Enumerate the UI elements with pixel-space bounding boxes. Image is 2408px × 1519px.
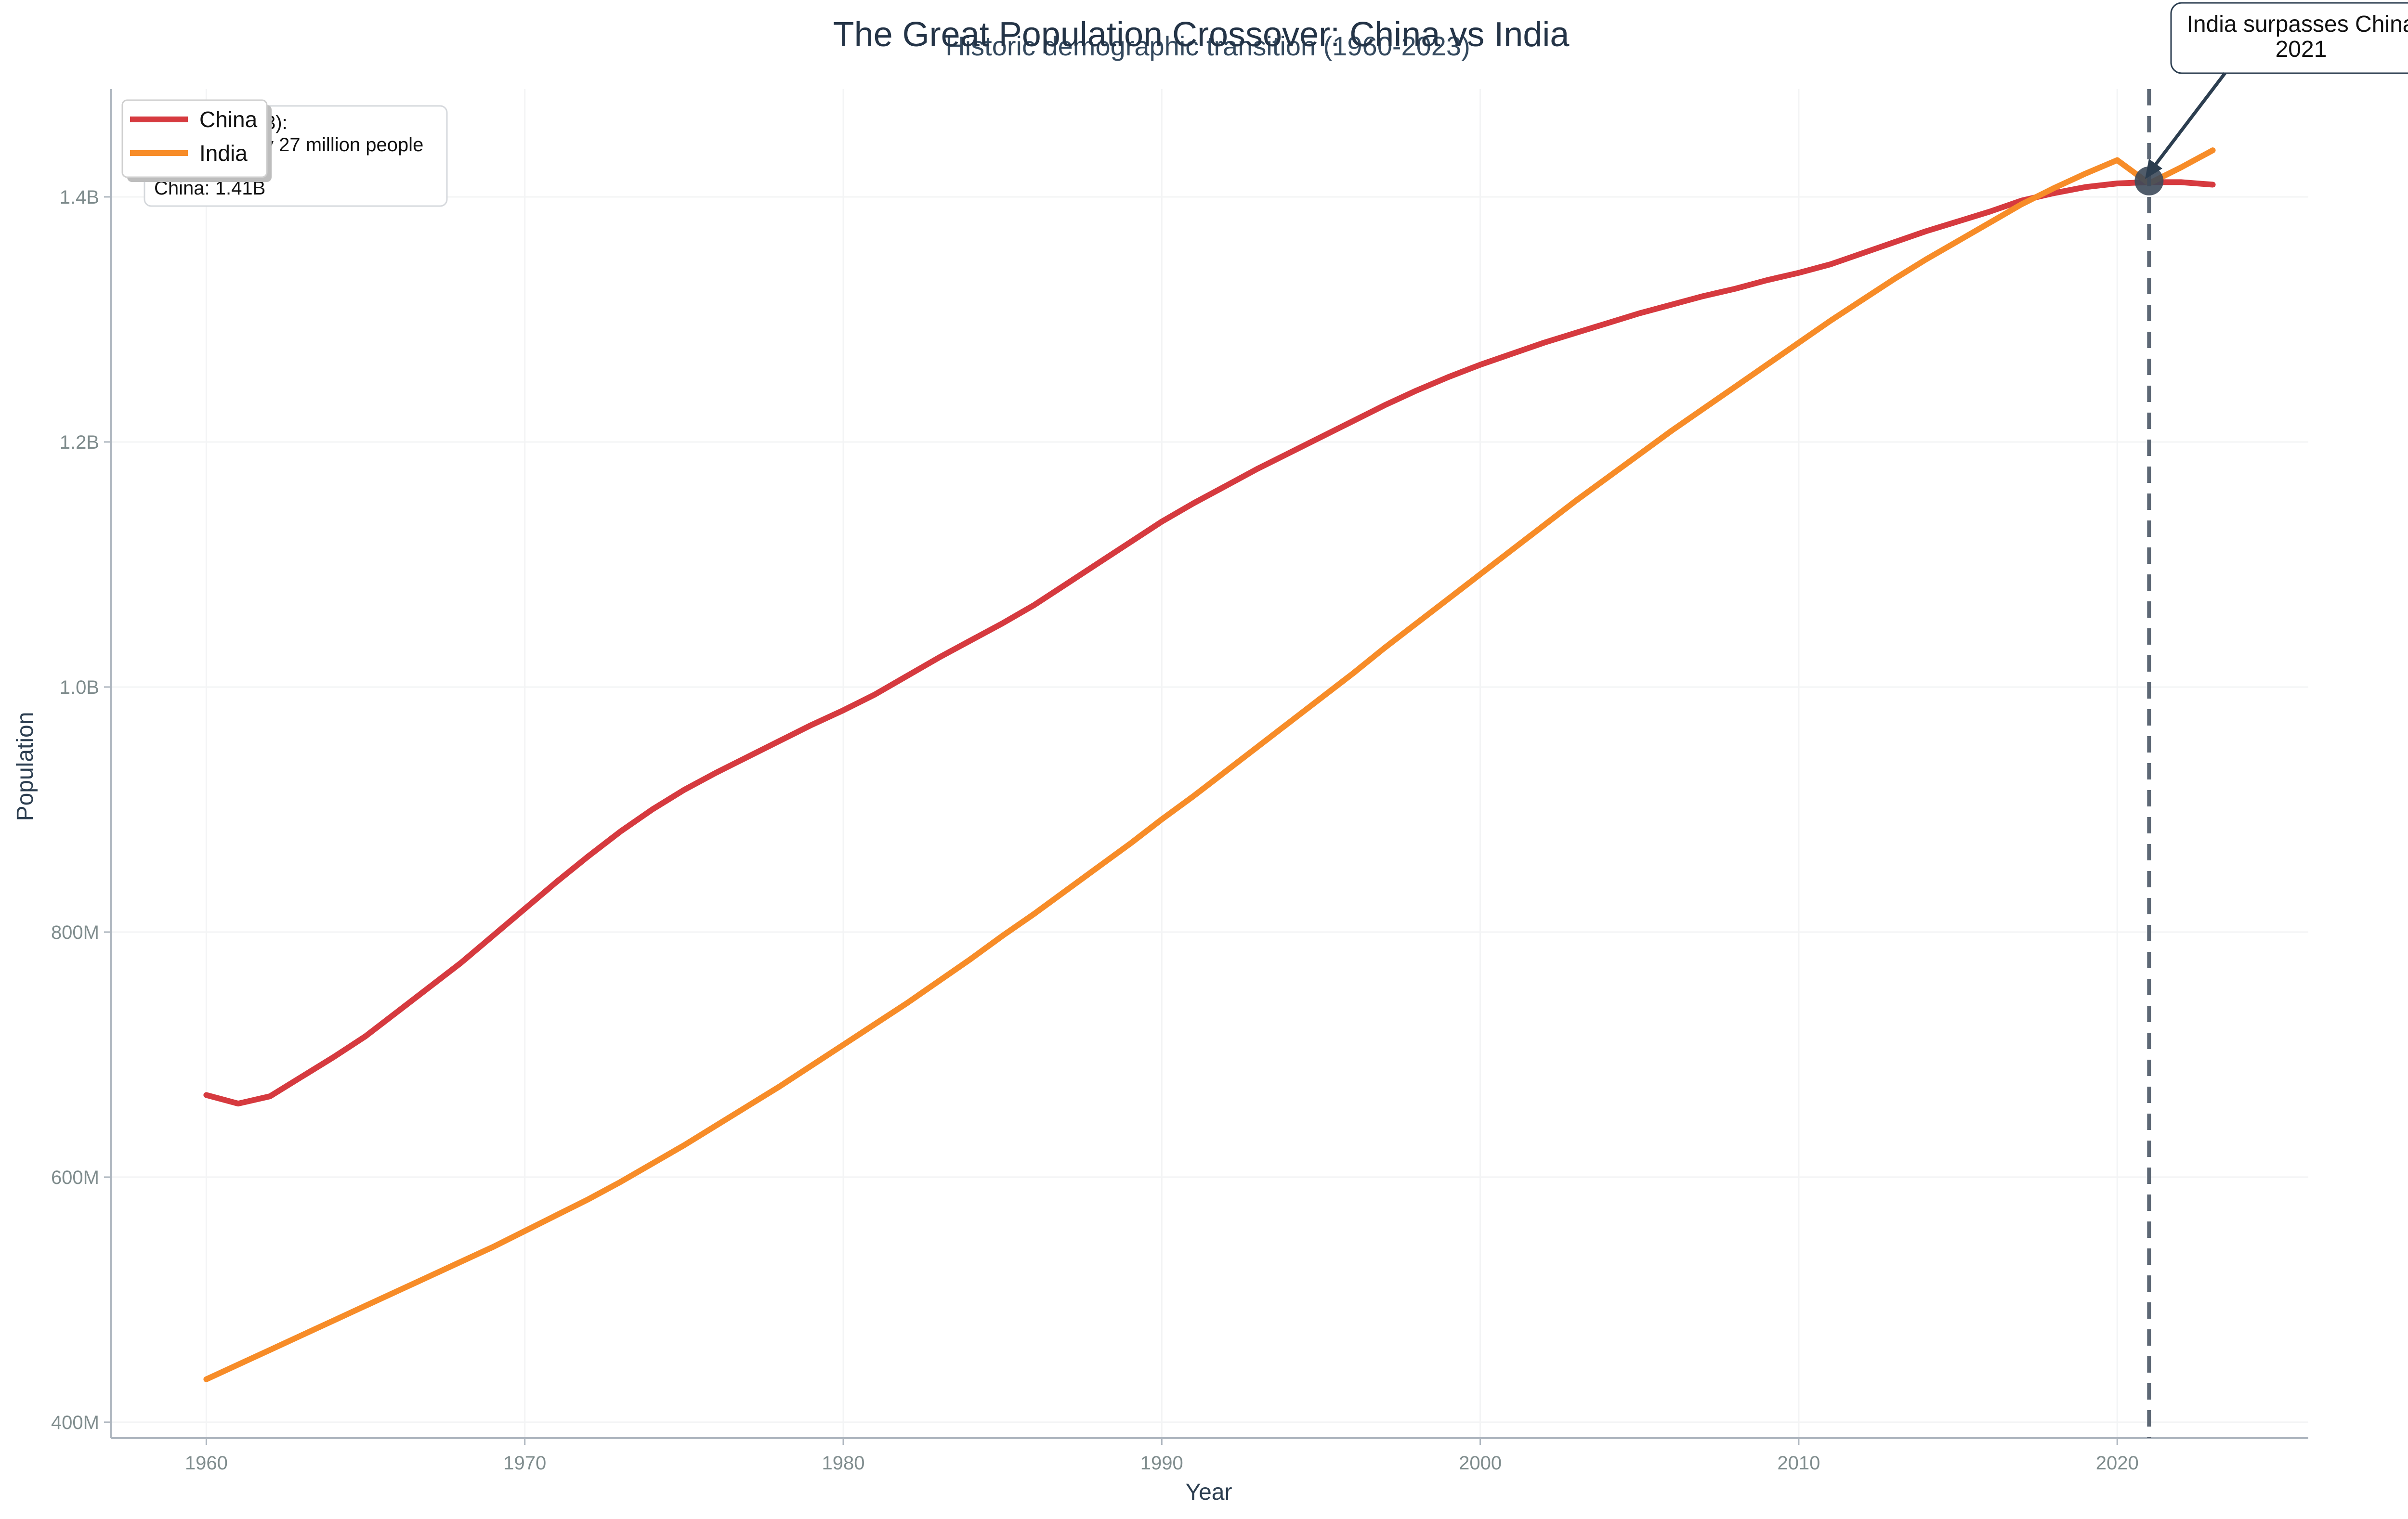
annotation-line-1: India surpasses China xyxy=(2187,12,2408,37)
x-axis-label: Year xyxy=(1186,1480,1232,1505)
x-tick-label: 1960 xyxy=(185,1453,228,1474)
legend-label-china: China xyxy=(199,107,258,132)
grid-lines xyxy=(111,89,2308,1438)
y-tick-label: 400M xyxy=(51,1412,99,1433)
x-tick-label: 2000 xyxy=(1459,1453,1502,1474)
x-tick-label: 1990 xyxy=(1140,1453,1183,1474)
series-line-india xyxy=(203,147,2216,1382)
crossover-marker xyxy=(2134,166,2164,195)
y-axis-ticks: 400M 600M 800M 1.0B 1.2B 1.4B xyxy=(51,187,111,1433)
info-box-line-2: y 27 million people xyxy=(264,134,423,156)
y-tick-label: 1.2B xyxy=(60,432,99,453)
series-line-china xyxy=(203,179,2216,1107)
legend-label-india: India xyxy=(199,141,248,166)
annotation-arrow-head xyxy=(2145,159,2162,179)
y-tick-label: 1.0B xyxy=(60,677,99,698)
x-tick-label: 2020 xyxy=(2096,1453,2139,1474)
y-tick-label: 1.4B xyxy=(60,187,99,208)
x-tick-label: 2010 xyxy=(1777,1453,1820,1474)
x-tick-label: 1980 xyxy=(822,1453,865,1474)
x-axis-ticks: 1960 1970 1980 1990 2000 2010 2020 xyxy=(185,1438,2139,1474)
crossover-annotation: India surpasses China 2021 xyxy=(2145,2,2408,179)
chart-title: The Great Population Crossover: China vs… xyxy=(833,15,1570,54)
x-tick-label: 1970 xyxy=(503,1453,546,1474)
y-tick-label: 800M xyxy=(51,922,99,943)
chart-subtitle: Historic demographic transition (1960-20… xyxy=(945,31,1470,61)
y-tick-label: 600M xyxy=(51,1167,99,1188)
annotation-line-2: 2021 xyxy=(2276,37,2327,62)
series-layer xyxy=(203,147,2216,1382)
annotation-box xyxy=(2170,2,2408,74)
y-axis-label: Population xyxy=(13,712,38,821)
legend: China India xyxy=(121,99,272,182)
annotation-arrow-shaft xyxy=(2150,72,2226,171)
